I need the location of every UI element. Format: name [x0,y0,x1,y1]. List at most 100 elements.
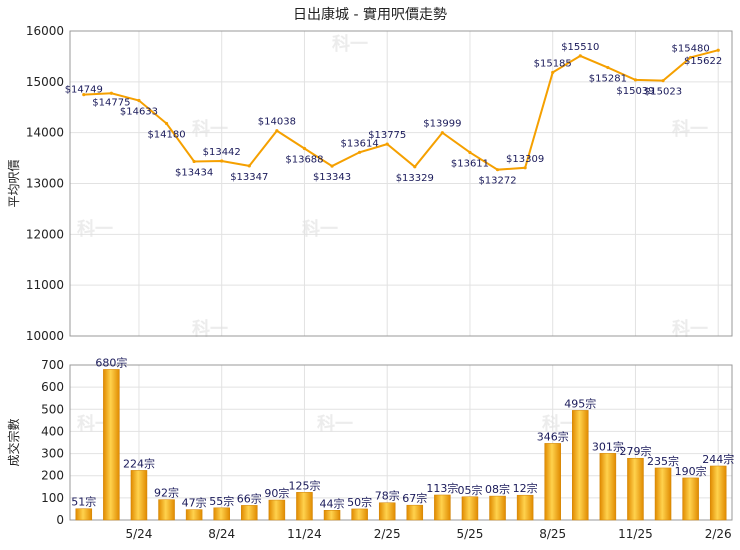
volume-data-label: 235宗 [647,454,679,468]
x-tick-label: 2/25 [374,527,401,541]
volume-ytick-label: 400 [41,424,64,438]
volume-bar [241,505,258,521]
volume-bar [544,443,561,521]
price-point [716,48,720,52]
volume-bar [103,369,120,521]
price-data-label: $13614 [341,138,379,149]
price-data-label: $15039 [616,86,654,97]
price-point [495,168,500,172]
price-point [440,131,444,135]
volume-ytick-label: 600 [41,380,64,394]
price-point [413,165,417,169]
volume-bar [75,508,93,521]
price-point [661,79,665,83]
volume-bar [461,496,479,521]
volume-data-label: 125宗 [288,478,320,492]
price-plot-border [69,30,733,337]
price-point [606,65,610,70]
volume-chart: 0 100 200 300 400 500 600 700 5/24 8/24 11/24 2/25 5… [6,355,734,541]
price-series-line [83,49,719,171]
price-point [633,78,638,82]
volume-ytick-label: 300 [41,447,64,461]
volume-data-label: 301宗 [592,439,624,453]
price-data-label: $14775 [92,97,130,108]
x-tick-label: 5/24 [125,527,152,541]
volume-bar [185,509,203,521]
watermark: 科一 [332,33,368,55]
volume-data-label: 08宗 [485,482,510,496]
x-tick-label: 8/25 [539,527,566,541]
volume-data-label: 55宗 [209,494,234,508]
watermark: 科一 [192,118,228,140]
volume-bar [323,510,341,521]
price-data-label: $13999 [423,119,461,130]
price-data-label: $15023 [644,87,682,98]
watermark: 科一 [77,218,113,240]
volume-data-label: 92宗 [154,486,179,500]
price-data-label: $13347 [230,172,268,183]
volume-data-label: 05宗 [457,483,482,497]
price-data-label: $13329 [396,173,434,184]
price-point [220,159,224,163]
volume-bar [351,508,368,521]
volume-data-label: 190宗 [675,464,707,478]
volume-ytick-label: 0 [56,513,64,527]
x-tick-label: 11/24 [287,527,322,541]
volume-ytick-label: 100 [41,491,64,505]
volume-data-label: 244宗 [702,452,734,466]
watermark: 科一 [302,218,338,240]
price-point [192,159,196,164]
price-point [275,129,279,133]
price-ytick-label: 13000 [26,177,64,191]
price-data-label: $15281 [589,74,627,85]
x-tick-label: 2/26 [705,527,732,541]
price-ytick-label: 15000 [26,75,64,89]
volume-bar [572,410,589,521]
price-ytick-label: 12000 [26,227,64,241]
price-ytick-label: 11000 [26,278,64,292]
volume-bar [434,494,451,521]
watermark: 科一 [672,318,708,340]
chart-title: 日出康城 - 實用呎價走勢 [293,7,447,23]
x-tick-label: 5/25 [456,527,483,541]
price-data-label: $14749 [65,85,103,96]
x-tick-label: 8/24 [208,527,235,541]
volume-bar [296,492,313,521]
price-point [330,164,334,168]
price-data-label: $13343 [313,172,351,183]
volume-bar [378,502,396,521]
volume-data-label: 279宗 [619,444,651,458]
price-point [109,91,113,95]
price-data-label: $15480 [672,43,710,54]
volume-ytick-label: 500 [41,402,64,416]
price-point [137,98,141,103]
price-point [523,166,527,170]
volume-ytick-label: 700 [41,358,64,372]
price-point [385,142,389,146]
volume-bar [709,465,727,521]
price-ytick-label: 14000 [26,126,64,140]
price-data-label: $13688 [285,155,323,166]
volume-data-label: 66宗 [237,491,262,505]
volume-bar [406,504,424,521]
volume-ytick-label: 200 [41,469,64,483]
volume-data-label: 50宗 [347,495,372,509]
price-y-axis-title: 平均呎價 [7,159,21,207]
price-data-label: $13442 [203,147,241,158]
price-point [82,92,86,97]
price-point [551,70,555,75]
price-point [247,164,251,168]
volume-bar [268,499,286,521]
volume-data-label: 680宗 [95,355,127,369]
price-chart: 10000 11000 12000 13000 14000 15000 16000 平均呎價 $… [7,24,733,343]
price-ytick-label: 10000 [26,329,64,343]
x-tick-label: 11/25 [618,527,653,541]
price-data-label: $15622 [684,56,722,67]
volume-data-label: 51宗 [71,495,96,509]
price-data-label: $14633 [120,106,158,117]
price-data-label: $13272 [478,176,516,187]
watermark: 科一 [192,318,228,340]
volume-bar [158,499,175,521]
